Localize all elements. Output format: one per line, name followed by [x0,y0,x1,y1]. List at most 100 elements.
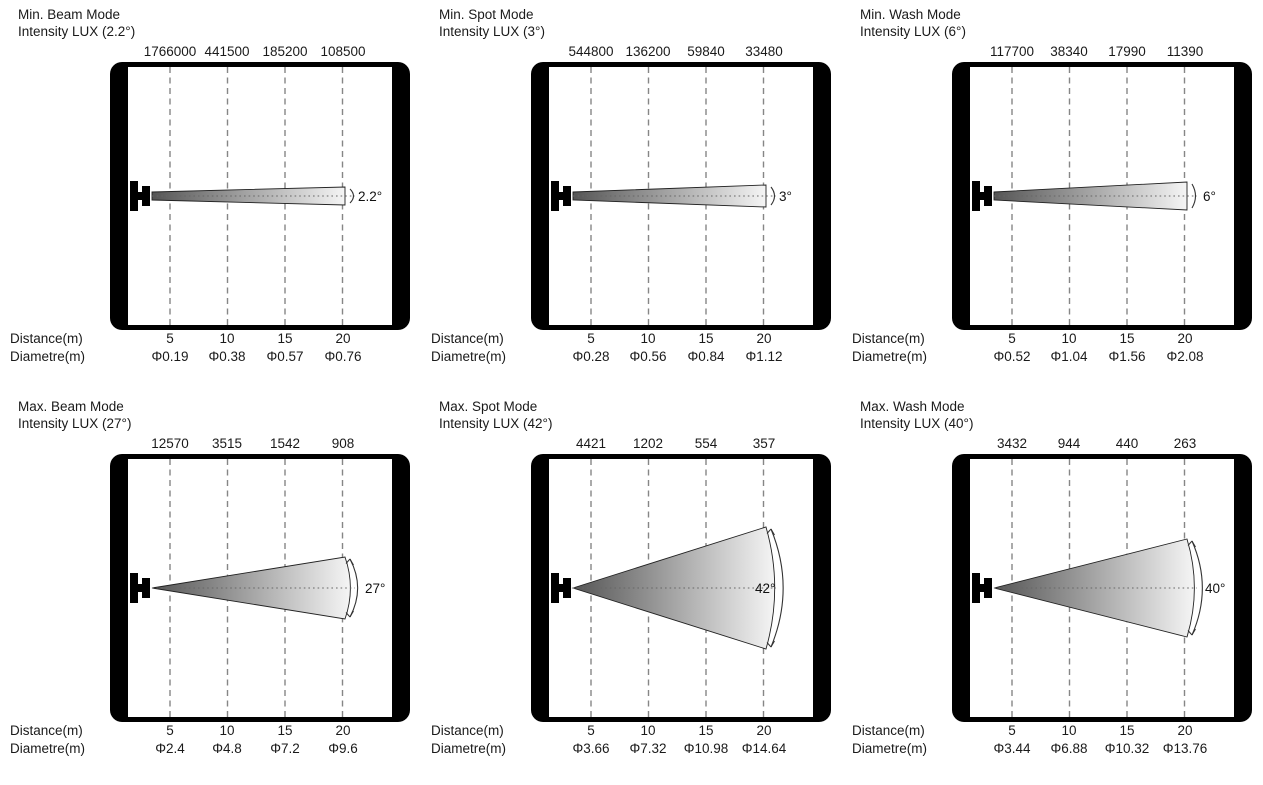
diameter-value: Φ1.04 [1050,349,1088,364]
diameter-value: Φ7.32 [629,741,667,756]
lux-value: 544800 [568,44,614,59]
distance-value: 5 [166,723,174,738]
diameter-value: Φ0.38 [208,349,246,364]
distance-value: 10 [219,723,235,738]
lux-value: 12570 [151,436,189,451]
diameter-value: Φ3.66 [572,741,610,756]
arc-arrowheads [345,558,354,618]
lux-value: 554 [694,436,718,451]
diameter-value: Φ0.52 [993,349,1031,364]
angle-arc [349,558,359,618]
lux-value: 440 [1115,436,1139,451]
panel-title: Max. Wash Mode Intensity LUX (40°) [860,398,973,432]
panel-title: Min. Wash Mode Intensity LUX (6°) [860,6,966,40]
diagram-frame: 6° [952,62,1252,330]
diameter-value: Φ9.6 [328,741,358,756]
angle-arc [770,186,776,206]
panel-min-spot-mode: Min. Spot Mode Intensity LUX (3°) 544800… [421,0,842,392]
lux-value: 441500 [204,44,250,59]
arc-arrowheads [1187,540,1196,636]
distance-value: 10 [640,331,656,346]
mode-name: Min. Wash Mode [860,7,961,22]
panel-title: Min. Beam Mode Intensity LUX (2.2°) [18,6,135,40]
diagram-frame: 2.2° [110,62,410,330]
fixture-icon [551,573,571,603]
lux-value: 3515 [211,436,243,451]
distance-value: 15 [1119,723,1135,738]
beam-angle-label: 3° [779,189,792,204]
diametre-label: Diametre(m) [10,349,86,364]
lux-value: 4421 [575,436,607,451]
beam-cone [993,181,1188,211]
distance-row: Distance(m) 5 10 15 20 [421,723,842,741]
beam-angle-label: 2.2° [358,189,382,204]
diameter-value: Φ14.64 [741,741,787,756]
distance-label: Distance(m) [852,331,925,346]
diameter-value: Φ1.56 [1108,349,1146,364]
arc-arrowheads [766,528,775,648]
beam-cone [151,186,346,206]
diameter-value: Φ6.88 [1050,741,1088,756]
diagram-frame: 40° [952,454,1252,722]
lux-value: 11390 [1166,44,1204,59]
distance-label: Distance(m) [852,723,925,738]
diameter-value: Φ10.32 [1104,741,1150,756]
distance-value: 10 [1061,723,1077,738]
angle-arc [1191,183,1197,209]
diameter-value: Φ1.12 [745,349,783,364]
lux-value: 33480 [745,44,783,59]
fixture-icon [551,181,571,211]
diameter-value: Φ2.08 [1166,349,1204,364]
panel-title: Min. Spot Mode Intensity LUX (3°) [439,6,545,40]
diametre-label: Diametre(m) [431,741,507,756]
distance-row: Distance(m) 5 10 15 20 [0,331,421,349]
beam-angle-label: 40° [1205,581,1225,596]
diagram-frame: 27° [110,454,410,722]
intensity-heading: Intensity LUX (6°) [860,24,966,39]
beam-diagram: 40° [972,459,1225,717]
diametre-row: Diametre(m) Φ2.4 Φ4.8 Φ7.2 Φ9.6 [0,741,421,759]
distance-value: 15 [277,331,293,346]
lux-value: 185200 [262,44,308,59]
beam-diagram: 2.2° [130,67,382,325]
distance-value: 10 [640,723,656,738]
diameter-value: Φ10.98 [683,741,729,756]
diametre-row: Diametre(m) Φ0.28 Φ0.56 Φ0.84 Φ1.12 [421,349,842,367]
mode-name: Max. Beam Mode [18,399,124,414]
diameter-value: Φ7.2 [270,741,300,756]
beam-cone [993,538,1195,638]
diametre-row: Diametre(m) Φ3.44 Φ6.88 Φ10.32 Φ13.76 [842,741,1263,759]
lux-value: 263 [1173,436,1197,451]
distance-row: Distance(m) 5 10 15 20 [842,723,1263,741]
beam-angle-label: 27° [365,581,385,596]
beam-cone [571,526,776,650]
lux-value: 1202 [632,436,664,451]
distance-row: Distance(m) 5 10 15 20 [0,723,421,741]
intensity-heading: Intensity LUX (27°) [18,416,132,431]
distance-value: 5 [1008,723,1016,738]
distance-value: 5 [1008,331,1016,346]
distance-value: 10 [219,331,235,346]
diagram-frame: 42° [531,454,831,722]
angle-arc [349,188,355,204]
distance-label: Distance(m) [431,723,504,738]
diameter-value: Φ4.8 [212,741,242,756]
lux-value: 944 [1057,436,1081,451]
diametre-row: Diametre(m) Φ0.52 Φ1.04 Φ1.56 Φ2.08 [842,349,1263,367]
intensity-heading: Intensity LUX (3°) [439,24,545,39]
panel-max-spot-mode: Max. Spot Mode Intensity LUX (42°) 4421 … [421,392,842,784]
distance-value: 20 [756,331,772,346]
panel-title: Max. Beam Mode Intensity LUX (27°) [18,398,131,432]
panel-max-wash-mode: Max. Wash Mode Intensity LUX (40°) 3432 … [842,392,1263,784]
diagram-frame: 3° [531,62,831,330]
panel-title: Max. Spot Mode Intensity LUX (42°) [439,398,552,432]
mode-name: Min. Beam Mode [18,7,121,22]
lux-value: 357 [752,436,776,451]
angle-arc [1191,540,1203,636]
diametre-label: Diametre(m) [852,741,928,756]
diametre-row: Diametre(m) Φ3.66 Φ7.32 Φ10.98 Φ14.64 [421,741,842,759]
fixture-icon [130,573,150,603]
lux-value: 108500 [320,44,366,59]
distance-value: 15 [698,723,714,738]
